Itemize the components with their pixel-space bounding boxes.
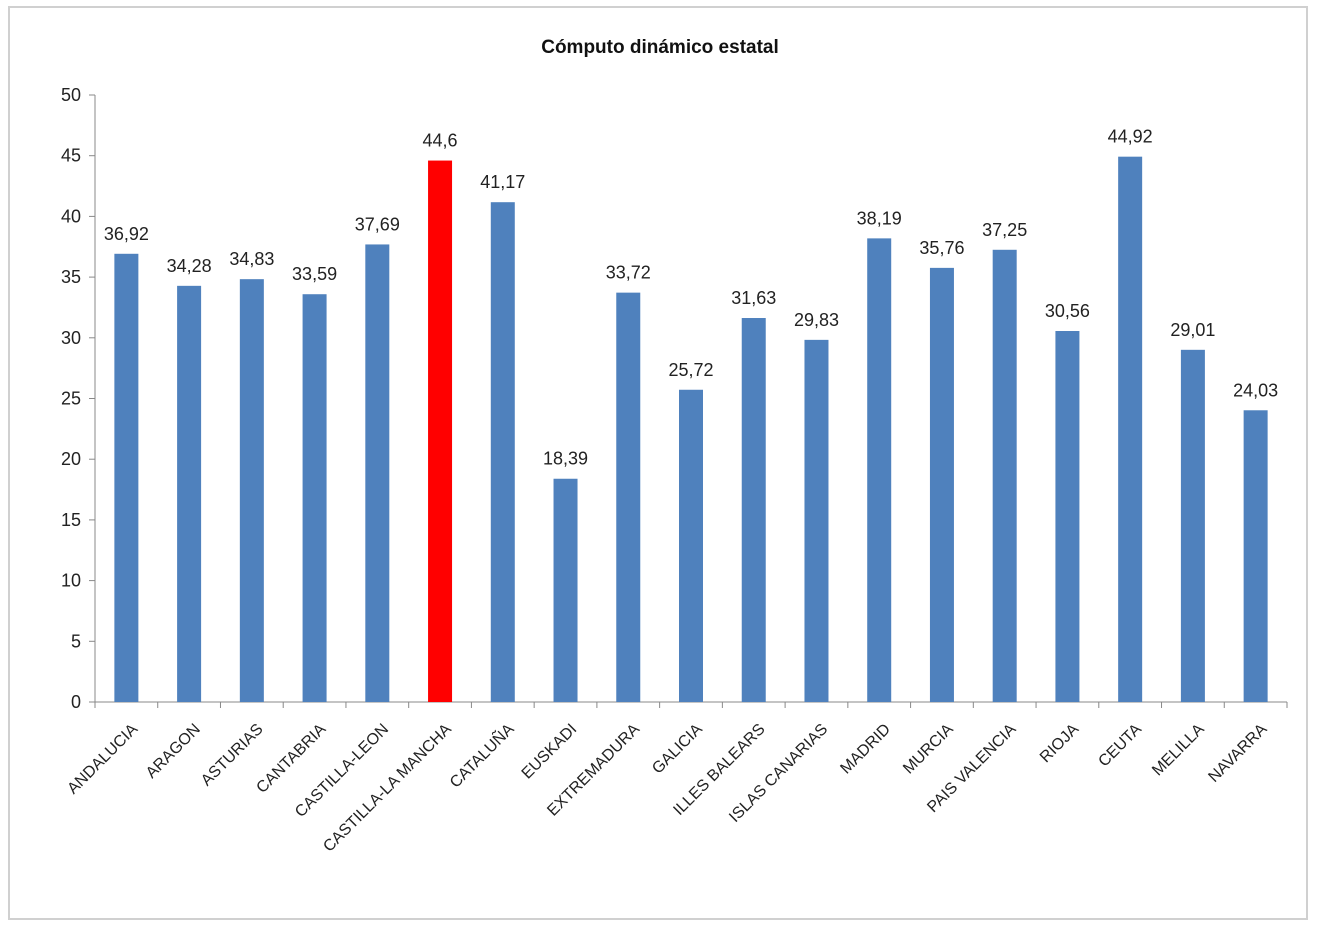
- data-label: 33,59: [292, 264, 337, 284]
- bar: [490, 202, 515, 702]
- bar: [1118, 156, 1143, 702]
- x-tick-label: ANDALUCIA: [64, 721, 141, 798]
- data-label: 33,72: [606, 263, 651, 283]
- x-tick-label: MADRID: [837, 721, 894, 778]
- x-tick-label: CEUTA: [1095, 721, 1145, 771]
- data-label: 25,72: [668, 360, 713, 380]
- y-tick-label: 20: [61, 449, 81, 469]
- x-tick-label: GALICIA: [649, 721, 706, 778]
- y-tick-label: 15: [61, 510, 81, 530]
- chart-frame: [8, 6, 1308, 920]
- x-axis: ANDALUCIA ARAGONASTURIASCANTABRIACASTILLA…: [64, 701, 1288, 856]
- data-labels: 36,92 34,28 34,83 33,59 37,69 44,6 41,17 18,39 3…: [104, 127, 1278, 469]
- bar-series: [114, 156, 1268, 702]
- data-label: 31,63: [731, 288, 776, 308]
- chart-title: Cómputo dinámico estatal: [541, 37, 779, 58]
- y-tick-label: 10: [61, 571, 81, 591]
- data-label: 30,56: [1045, 301, 1090, 321]
- y-tick-label: 40: [61, 206, 81, 226]
- x-tick-label: CATALUÑA: [445, 718, 518, 791]
- data-label: 29,83: [794, 310, 839, 330]
- bar: [679, 389, 703, 702]
- bar: [992, 249, 1017, 702]
- bar: [929, 267, 954, 702]
- y-tick-label: 30: [61, 328, 81, 348]
- y-tick-label: 50: [61, 85, 81, 105]
- x-tick-label: ARAGON: [143, 721, 204, 782]
- data-label: 36,92: [104, 224, 149, 244]
- x-tick-label: RIOJA: [1037, 721, 1083, 767]
- bar: [428, 160, 453, 702]
- y-tick-label: 45: [61, 146, 81, 166]
- data-label: 35,76: [919, 238, 964, 258]
- y-tick-label: 35: [61, 267, 81, 287]
- bar: [114, 253, 139, 702]
- data-label: 37,25: [982, 220, 1027, 240]
- data-label: 29,01: [1170, 320, 1215, 340]
- bar: [365, 244, 390, 702]
- bar: [804, 339, 829, 702]
- x-tick-label: MELILLA: [1149, 721, 1208, 780]
- data-label: 38,19: [857, 208, 902, 228]
- y-tick-label: 0: [71, 692, 81, 712]
- data-label: 44,92: [1108, 127, 1153, 147]
- x-tick-label: EUSKADI: [519, 721, 581, 783]
- bar: [1055, 331, 1080, 702]
- data-label: 34,83: [229, 249, 274, 269]
- y-tick-label: 5: [71, 631, 81, 651]
- bar: [1243, 410, 1268, 702]
- x-tick-label: ASTURIAS: [198, 721, 267, 790]
- y-tick-label: 25: [61, 389, 81, 409]
- data-label: 18,39: [543, 449, 588, 469]
- x-tick-label: NAVARRA: [1205, 721, 1270, 786]
- bar: [1180, 349, 1205, 702]
- bar: [302, 294, 327, 702]
- data-label: 24,03: [1233, 380, 1278, 400]
- bar: [177, 285, 202, 702]
- data-label: 44,6: [423, 131, 458, 151]
- y-axis: 0 5 10 15 20 25 30 35 40 45 50: [61, 85, 96, 712]
- bar: [239, 279, 264, 702]
- data-label: 34,28: [167, 256, 212, 276]
- data-label: 37,69: [355, 214, 400, 234]
- x-tick-label: CASTILLA-LA MANCHA: [320, 721, 455, 856]
- data-label: 41,17: [480, 172, 525, 192]
- bar: [867, 238, 892, 702]
- bar: [741, 318, 766, 702]
- x-tick-label: MURCIA: [900, 721, 957, 778]
- bar: [616, 292, 641, 702]
- bar: [553, 478, 578, 702]
